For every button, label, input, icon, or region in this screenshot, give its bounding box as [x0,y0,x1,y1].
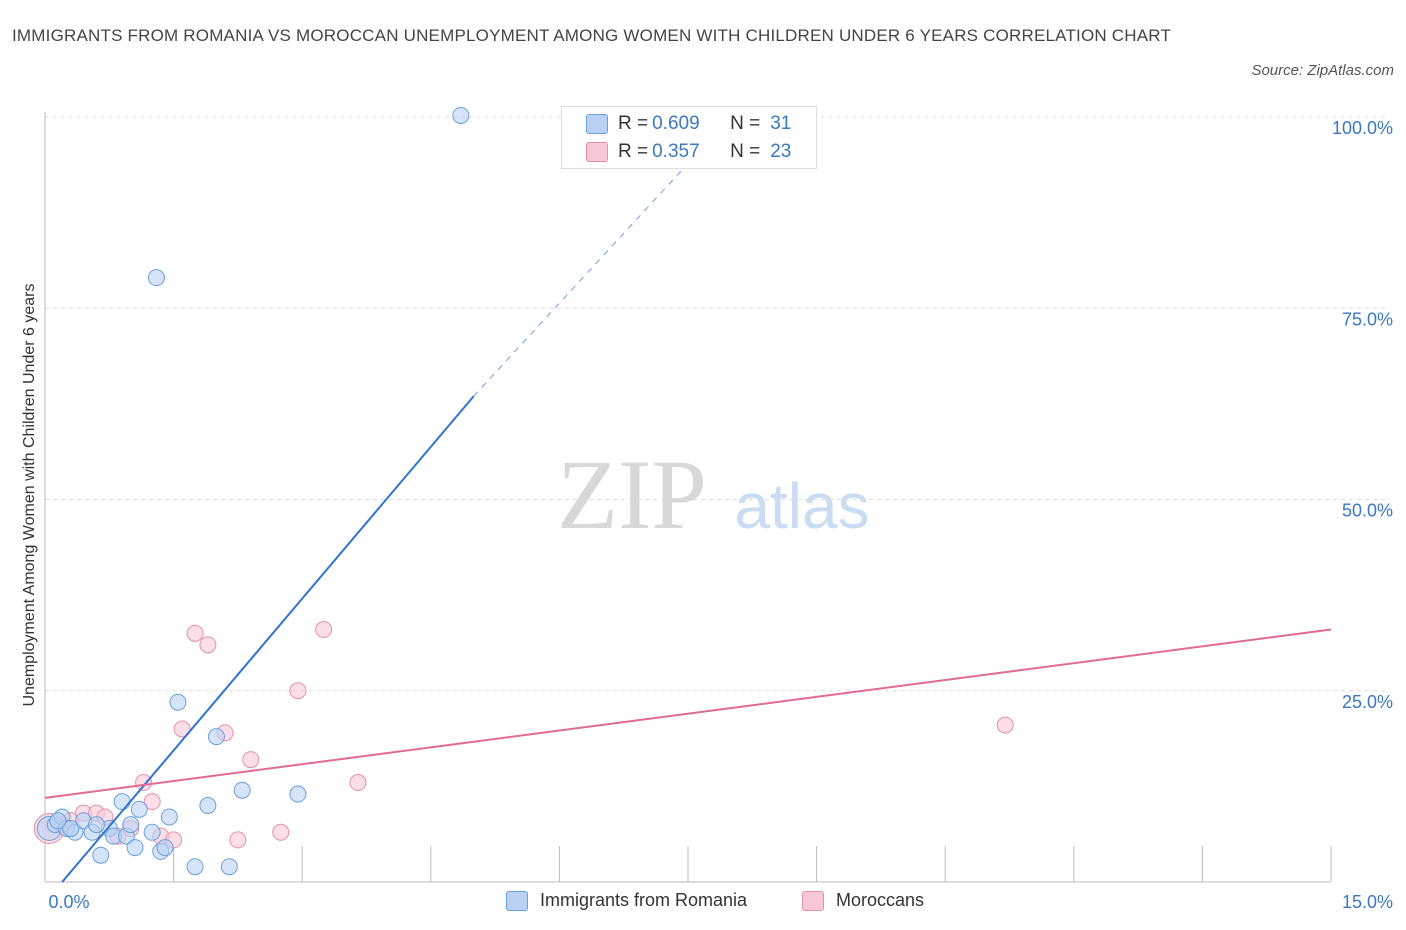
moroccan-point [199,636,217,654]
stats-legend: R = 0.609 N = 31 R = 0.357 N = 23 [561,106,817,169]
romania-point [143,823,161,841]
watermark-atlas: atlas [734,470,869,542]
romania-point [160,808,178,826]
romania-swatch [506,890,528,911]
legend-row-romania: R = 0.609 N = 31 [586,112,791,136]
romania-point [113,793,131,811]
r-value: 0.357 [652,141,700,162]
moroccan-swatch [586,142,608,162]
bottom-legend-moroccan: Moroccans [802,890,924,911]
moroccan-point [229,831,247,849]
n-label: N = [730,141,761,162]
romania-point [199,797,217,814]
moroccan-point [242,751,260,769]
romania-point [130,800,148,818]
n-label: N = [730,113,761,134]
romania-point [49,812,67,830]
romania-point [452,106,470,124]
moroccan-point [272,823,290,841]
moroccan-trend-line [44,628,1332,799]
legend-row-moroccan: R = 0.357 N = 23 [586,140,791,164]
y-tick-label: 50.0% [1342,501,1393,521]
moroccan-point [143,793,161,811]
y-tick-label: 75.0% [1342,309,1393,329]
moroccan-point [186,624,204,642]
romania-trend-line [61,395,475,883]
romania-point [220,858,238,876]
romania-point [156,839,174,857]
n-value: 23 [770,141,792,162]
moroccan-point [173,720,191,738]
romania-point [122,816,140,834]
romania-point [186,858,204,876]
romania-point [62,819,80,837]
chart-title: IMMIGRANTS FROM ROMANIA VS MOROCCAN UNEM… [12,26,1172,45]
romania-swatch [586,114,608,134]
x-tick-label: 15.0% [1342,892,1393,912]
y-tick-label: 25.0% [1342,692,1393,712]
tick-labels: 25.0% 50.0% 75.0% 100.0% 0.0% 15.0% [48,118,1393,912]
romania-point [207,728,225,746]
romania-point [87,816,105,834]
legend-label-romania: Immigrants from Romania [540,890,748,910]
n-value: 31 [770,113,792,134]
moroccan-point [135,774,153,792]
moroccan-point [315,621,333,639]
romania-point [233,781,251,799]
watermark-zip: ZIP [557,439,707,550]
grid-lines [45,116,1386,692]
romania-point [289,785,307,803]
r-value: 0.609 [652,113,700,134]
bottom-legend-romania: Immigrants from Romania [506,890,747,911]
y-tick-label: 100.0% [1332,118,1393,138]
romania-point [169,693,187,711]
r-label: R = [618,141,649,162]
romania-point [147,269,165,287]
moroccan-point [289,682,307,700]
r-label: R = [618,113,649,134]
romania-point [92,846,110,864]
moroccan-point [996,716,1014,734]
romania-points [36,106,470,876]
romania-point [126,839,144,857]
moroccan-swatch [802,890,824,911]
source-credit: Source: ZipAtlas.com [1251,62,1394,79]
legend-label-moroccan: Moroccans [836,890,925,910]
x-tick-label: 0.0% [48,892,89,912]
moroccan-point [349,774,367,792]
axes [44,112,1332,883]
